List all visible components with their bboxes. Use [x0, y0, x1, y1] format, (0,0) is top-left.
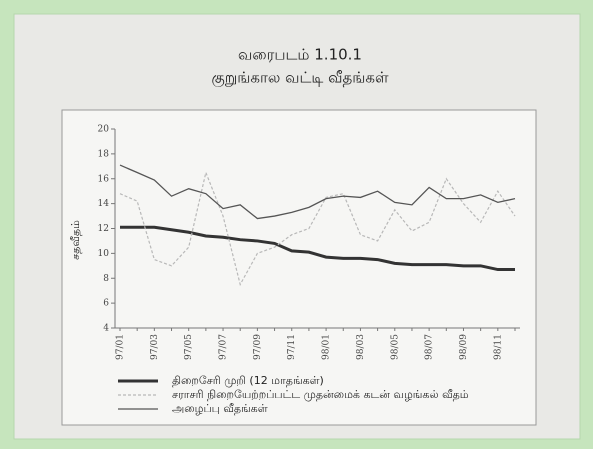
legend-label: அழைப்பு வீதங்கள் — [172, 402, 268, 415]
y-tick-label: 14 — [98, 199, 110, 209]
x-tick-label: 97/11 — [287, 334, 297, 360]
legend-label: சராசரி நிறையேற்றப்பட்ட முதன்மைக் கடன் வழ… — [172, 388, 469, 401]
x-tick-label: 98/01 — [322, 334, 332, 360]
x-tick-label: 97/07 — [219, 334, 229, 360]
chart-box — [61, 109, 537, 426]
x-tick-label: 98/11 — [493, 334, 503, 360]
y-tick-label: 18 — [98, 149, 110, 159]
y-tick-label: 12 — [98, 224, 109, 234]
x-tick-label: 97/01 — [116, 334, 126, 360]
y-tick-label: 20 — [98, 125, 110, 135]
line-series — [119, 164, 516, 220]
x-tick-label: 98/05 — [390, 334, 400, 360]
y-tick-label: 10 — [98, 249, 110, 259]
y-tick-label: 4 — [103, 324, 109, 334]
x-tick-label: 97/03 — [150, 334, 160, 360]
y-tick-label: 6 — [103, 299, 109, 309]
y-axis-label: சதவீதம் — [69, 220, 82, 260]
x-tick-label: 98/09 — [459, 334, 469, 360]
x-tick-label: 98/03 — [356, 334, 366, 360]
x-tick-label: 97/05 — [184, 334, 194, 360]
line-series — [120, 225, 515, 272]
x-tick-label: 97/09 — [253, 334, 263, 360]
chart-subtitle: குறுங்கால வட்டி வீதங்கள் — [212, 69, 389, 88]
line-series — [119, 170, 516, 287]
chart-title: வரைபடம் 1.10.1 — [238, 46, 362, 64]
y-tick-label: 8 — [103, 274, 109, 284]
x-tick-label: 98/07 — [425, 334, 435, 360]
legend-label: திறைசேரி முறி (12 மாதங்கள்) — [172, 374, 324, 387]
y-tick-label: 16 — [98, 174, 110, 184]
